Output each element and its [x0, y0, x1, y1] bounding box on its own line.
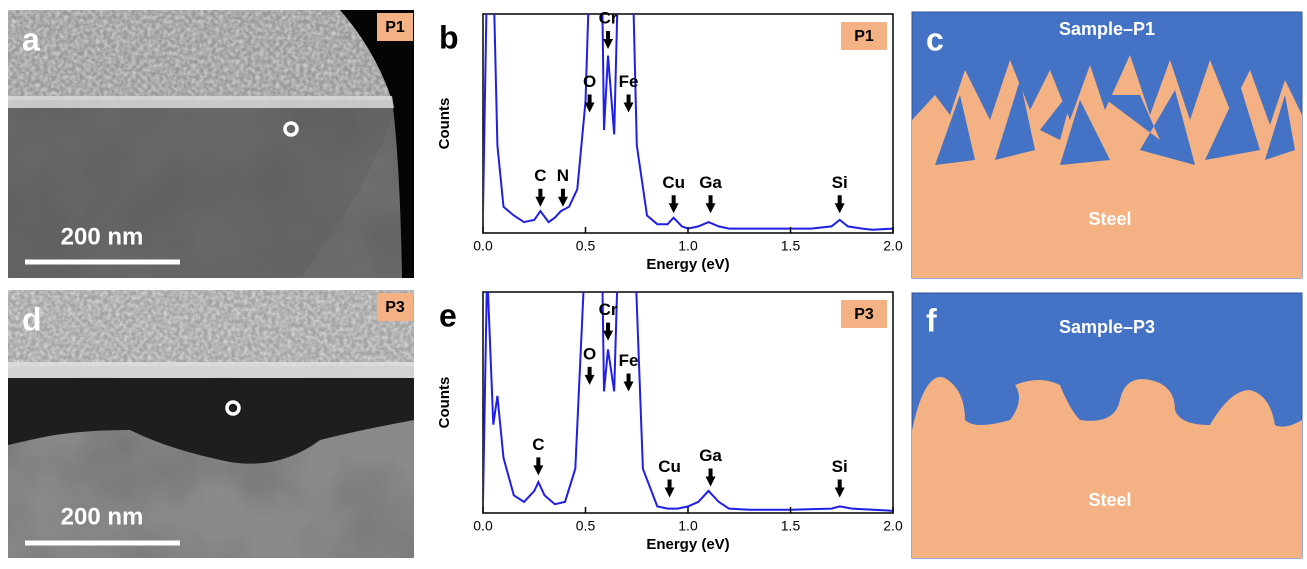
peak-arrow: [533, 457, 543, 475]
peak-label: Cr: [599, 9, 618, 28]
peak-label: Si: [832, 173, 848, 192]
tag: P1: [854, 28, 874, 45]
scale-bar-label: 200 nm: [61, 503, 144, 530]
peak-arrow: [603, 31, 613, 49]
peak-label: C: [532, 435, 544, 454]
peak-label: Cu: [662, 173, 685, 192]
steel-label: Steel: [1088, 490, 1131, 510]
peak-arrow: [558, 189, 568, 207]
panel-letter: a: [22, 21, 40, 57]
peak-arrow: [603, 323, 613, 341]
peak-label: Cu: [658, 457, 681, 476]
peak-label: O: [583, 72, 596, 91]
x-tick-label: 1.5: [781, 238, 801, 254]
peak-arrow: [706, 195, 716, 213]
schematic: [912, 12, 1302, 278]
x-tick-label: 1.0: [678, 518, 698, 534]
x-tick-label: 0.0: [473, 518, 493, 534]
figure: a P1 200 nm d P3 200 nm c Sample–P1 Steel f Sample…: [0, 0, 1307, 569]
peak-label: C: [534, 166, 546, 185]
plot-frame: [483, 292, 893, 513]
y-axis-label: Counts: [436, 98, 453, 150]
peak-arrow: [585, 367, 595, 385]
peak-arrow: [669, 195, 679, 213]
x-tick-label: 0.5: [576, 518, 596, 534]
peak-label: Ga: [699, 173, 722, 192]
panel-letter: b: [439, 19, 459, 55]
peak-arrow: [665, 480, 675, 498]
panel-letter: f: [926, 302, 937, 338]
peak-label: Fe: [619, 351, 639, 370]
x-tick-label: 2.0: [883, 518, 903, 534]
x-axis-label: Energy (eV): [646, 256, 729, 273]
peak-label: Ga: [699, 446, 722, 465]
x-tick-label: 2.0: [883, 238, 903, 254]
peak-arrow: [624, 373, 634, 391]
sample-label: Sample–P1: [1059, 19, 1155, 39]
peak-label: Fe: [619, 72, 639, 91]
steel-label: Steel: [1088, 209, 1131, 229]
tag: P3: [854, 306, 874, 323]
panel-letter: c: [926, 21, 944, 57]
spectrum-line: [483, 0, 893, 230]
peak-label: N: [557, 166, 569, 185]
peak-label: O: [583, 344, 596, 363]
peak-arrow: [535, 189, 545, 207]
x-tick-label: 0.5: [576, 238, 596, 254]
peak-arrow: [835, 480, 845, 498]
scale-bar-label: 200 nm: [61, 223, 144, 250]
y-axis-label: Counts: [436, 377, 453, 429]
panel-letter: d: [22, 301, 42, 337]
peak-arrow: [624, 95, 634, 113]
peak-label: Cr: [599, 300, 618, 319]
plot-frame: [483, 14, 893, 233]
peak-arrow: [706, 468, 716, 486]
tag: P1: [385, 19, 405, 36]
x-tick-label: 1.0: [678, 238, 698, 254]
peak-label: Si: [832, 457, 848, 476]
x-tick-label: 1.5: [781, 518, 801, 534]
x-axis-label: Energy (eV): [646, 536, 729, 553]
x-tick-label: 0.0: [473, 238, 493, 254]
panel-letter: e: [439, 297, 457, 333]
peak-arrow: [835, 195, 845, 213]
tag: P3: [385, 299, 405, 316]
sample-label: Sample–P3: [1059, 317, 1155, 337]
